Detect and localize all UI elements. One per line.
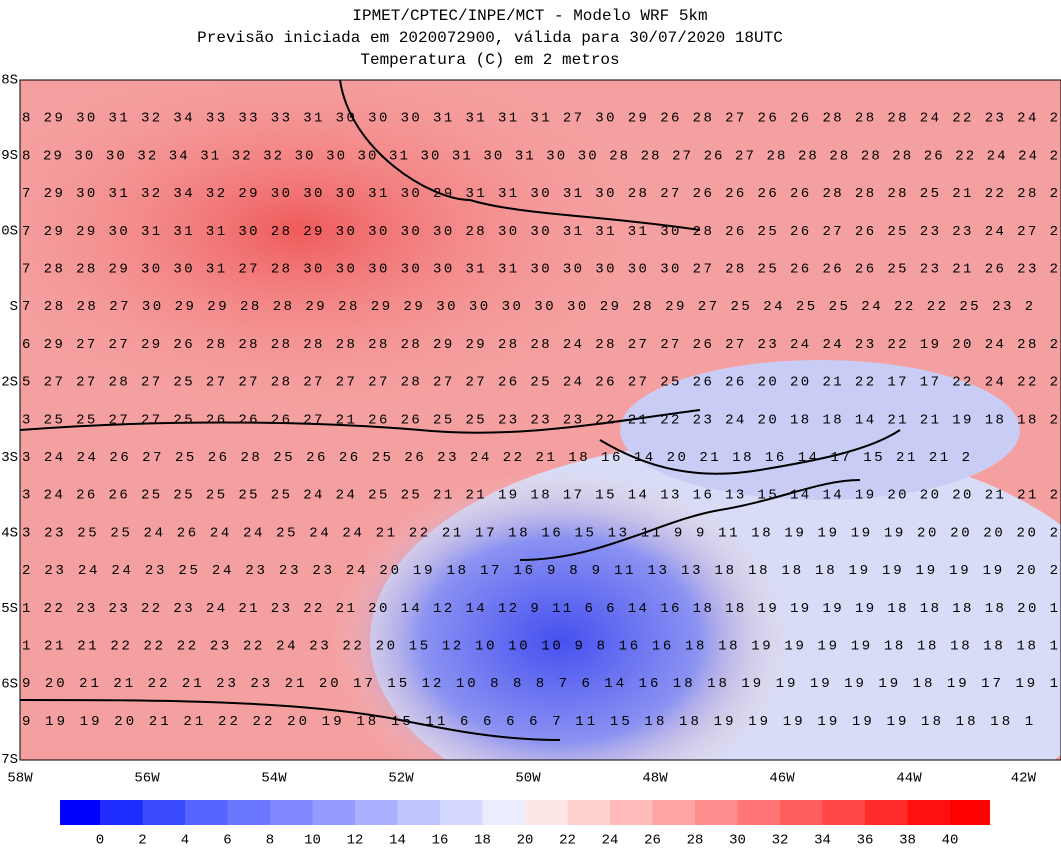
lon-label: 44W — [896, 771, 922, 787]
colorbar-label: 22 — [559, 833, 576, 849]
colorbar-swatch — [652, 800, 695, 825]
lon-label: 46W — [769, 771, 795, 787]
colorbar-swatch — [610, 800, 653, 825]
lon-label: 52W — [388, 771, 414, 787]
grid-values: 9 20 21 21 22 21 23 23 21 20 17 15 12 10… — [22, 676, 1058, 692]
lat-label: 2S — [1, 375, 18, 391]
colorbar-label: 8 — [266, 833, 274, 849]
colorbar-swatch — [865, 800, 908, 825]
colorbar-swatch — [312, 800, 355, 825]
title: IPMET/CPTEC/INPE/MCT - Modelo WRF 5km — [352, 7, 707, 25]
colorbar-swatch — [60, 800, 100, 825]
colorbar-label: 10 — [304, 833, 321, 849]
colorbar-swatch — [482, 800, 525, 825]
shading — [20, 80, 1061, 760]
colorbar-swatch — [567, 800, 610, 825]
lon-label: 58W — [7, 771, 33, 787]
colorbar-swatch — [525, 800, 568, 825]
colorbar-label: 6 — [223, 833, 231, 849]
colorbar-label: 38 — [899, 833, 916, 849]
colorbar-label: 36 — [857, 833, 874, 849]
colorbar-label: 34 — [814, 833, 831, 849]
colorbar-label: 26 — [644, 833, 661, 849]
lat-label: S — [10, 299, 18, 315]
colorbar-swatch — [822, 800, 865, 825]
lat-label: 5S — [1, 601, 18, 617]
lat-label: 8S — [1, 73, 18, 89]
lat-label: 7S — [1, 752, 18, 768]
colorbar-label: 14 — [389, 833, 406, 849]
colorbar-label: 24 — [602, 833, 619, 849]
lat-label: 9S — [1, 148, 18, 164]
colorbar-swatch — [397, 800, 440, 825]
colorbar-swatch — [907, 800, 950, 825]
colorbar-swatch — [185, 800, 228, 825]
colorbar-swatch — [440, 800, 483, 825]
title: Previsão iniciada em 2020072900, válida … — [197, 29, 783, 47]
grid-values: 2 23 24 24 23 25 24 23 23 23 24 20 19 18… — [22, 563, 1058, 579]
lon-label: 50W — [515, 771, 541, 787]
colorbar-swatch — [100, 800, 143, 825]
lat-label: 0S — [1, 224, 18, 240]
lat-label: 6S — [1, 677, 18, 693]
colorbar-swatch — [950, 800, 990, 825]
colorbar-label: 40 — [942, 833, 959, 849]
colorbar-swatch — [227, 800, 270, 825]
lon-label: 54W — [261, 771, 287, 787]
colorbar-swatch — [695, 800, 738, 825]
colorbar-label: 20 — [517, 833, 534, 849]
lon-label: 42W — [1011, 771, 1037, 787]
colorbar-swatch — [780, 800, 823, 825]
lat-label: 3S — [1, 450, 18, 466]
lon-label: 48W — [642, 771, 668, 787]
colorbar-label: 18 — [474, 833, 491, 849]
colorbar-label: 4 — [181, 833, 189, 849]
colorbar-label: 12 — [347, 833, 364, 849]
colorbar-label: 2 — [138, 833, 146, 849]
colorbar-swatch — [270, 800, 313, 825]
colorbar-label: 0 — [96, 833, 104, 849]
colorbar-swatch — [355, 800, 398, 825]
grid-values: 7 28 28 27 30 29 29 28 28 29 28 29 29 30… — [22, 299, 1033, 315]
frame — [19, 79, 1061, 761]
colorbar-label: 30 — [729, 833, 746, 849]
colorbar-label: 32 — [772, 833, 789, 849]
colorbar-swatch — [737, 800, 780, 825]
grid-values: 8 29 30 30 32 34 31 32 32 30 30 30 31 30… — [22, 148, 1058, 164]
colorbar-label: 16 — [432, 833, 449, 849]
lon-label: 56W — [134, 771, 160, 787]
grid-values: 3 24 24 26 27 25 26 28 25 26 26 25 26 23… — [22, 450, 970, 466]
title: Temperatura (C) em 2 metros — [360, 51, 619, 69]
lat-label: 4S — [1, 526, 18, 542]
colorbar-swatch — [142, 800, 185, 825]
colorbar-label: 28 — [687, 833, 704, 849]
